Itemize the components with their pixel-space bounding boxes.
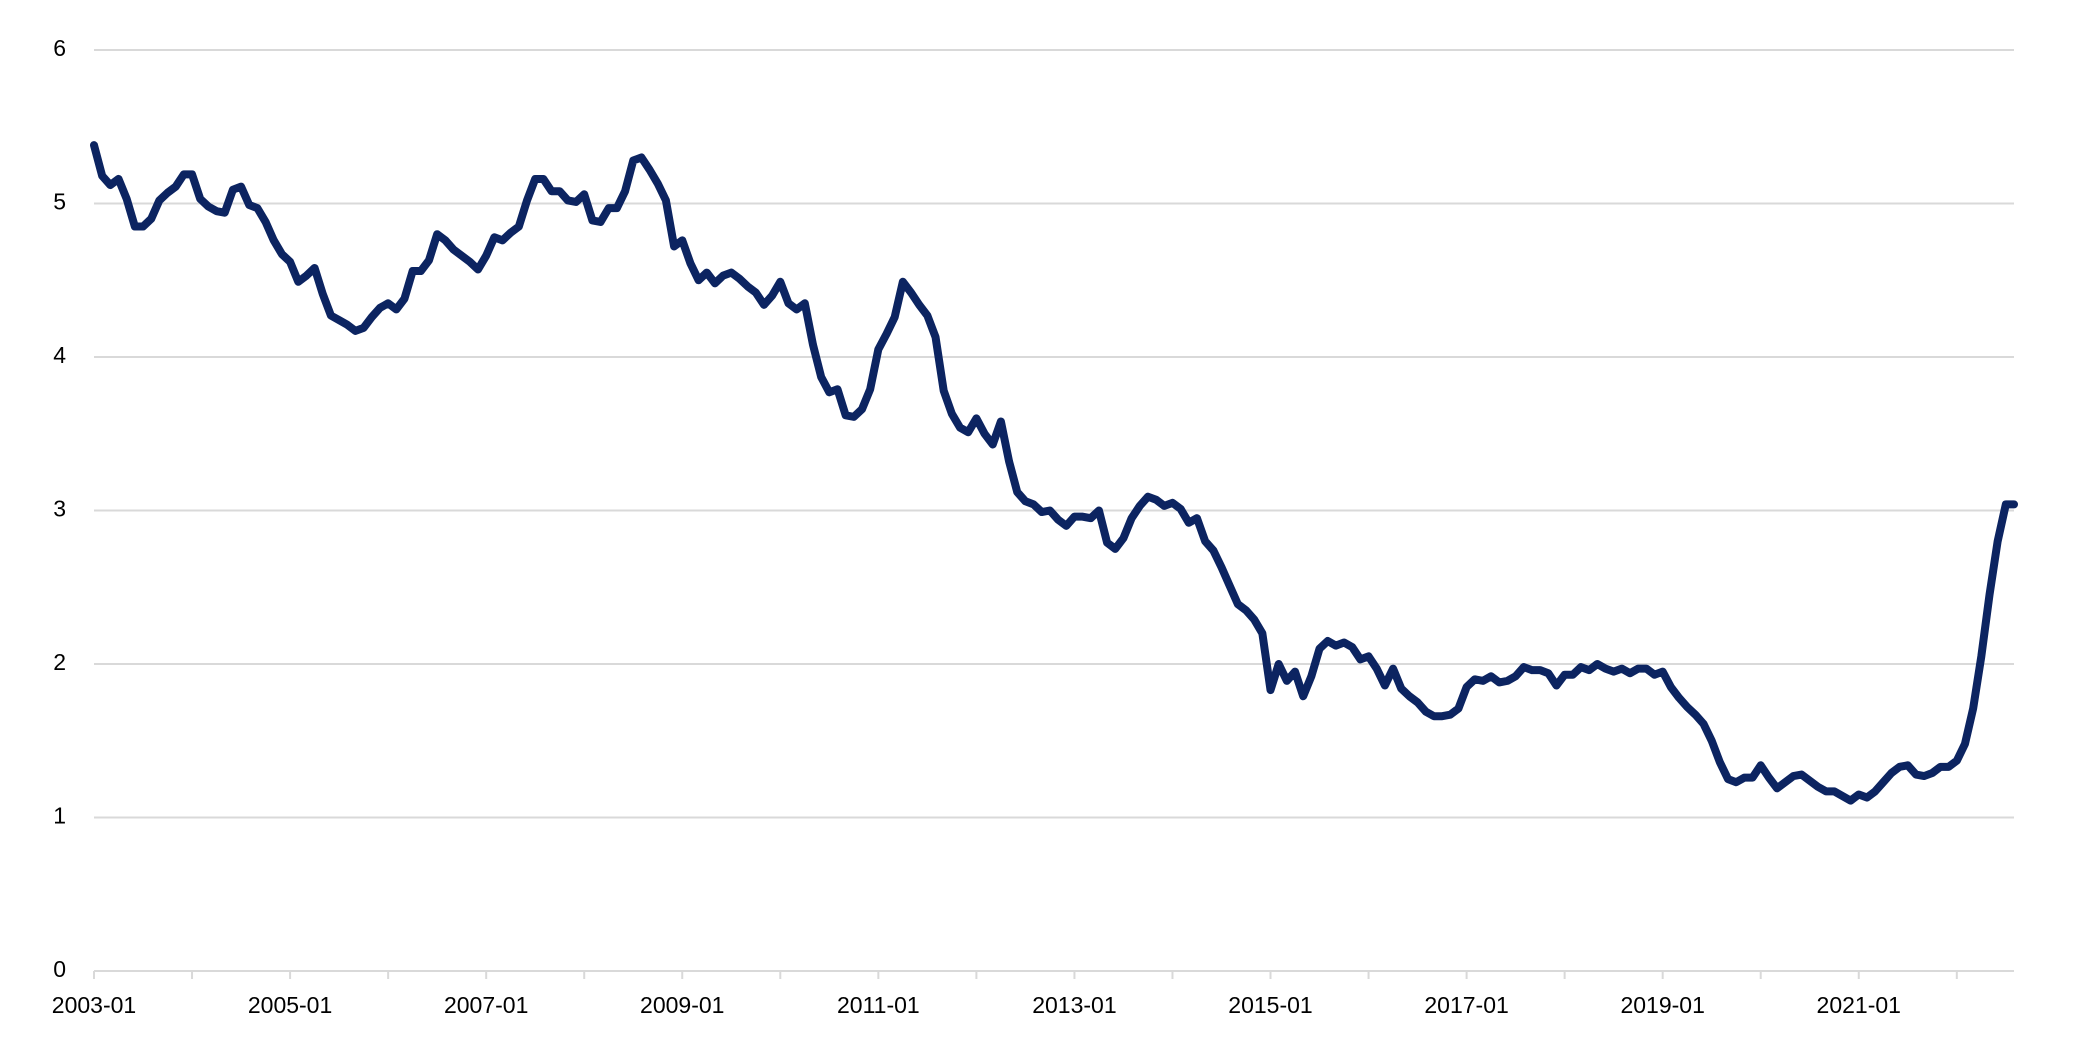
y-tick-label: 0 [53, 956, 66, 982]
x-tick-label: 2005-01 [248, 992, 332, 1018]
x-tick-label: 2013-01 [1032, 992, 1116, 1018]
x-tick-label: 2017-01 [1424, 992, 1508, 1018]
x-tick-label: 2021-01 [1817, 992, 1901, 1018]
y-tick-label: 4 [53, 342, 66, 368]
y-tick-label: 5 [53, 189, 66, 215]
data-line [90, 141, 2018, 805]
x-tick-label: 2019-01 [1620, 992, 1704, 1018]
y-tick-label: 6 [53, 35, 66, 61]
x-tick-label: 2009-01 [640, 992, 724, 1018]
x-tick-label: 2003-01 [52, 992, 136, 1018]
y-tick-label: 2 [53, 649, 66, 675]
y-tick-label: 3 [53, 496, 66, 522]
y-tick-label: 1 [53, 803, 66, 829]
x-tick-label: 2011-01 [837, 992, 920, 1018]
x-tick-label: 2007-01 [444, 992, 528, 1018]
x-tick-label: 2015-01 [1228, 992, 1312, 1018]
